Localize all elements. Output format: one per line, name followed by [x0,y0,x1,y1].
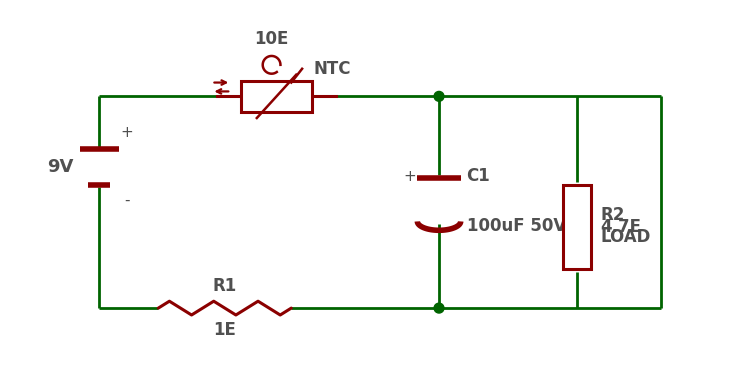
Text: +: + [121,125,134,140]
Text: +: + [403,169,416,184]
Text: LOAD: LOAD [601,228,651,246]
Text: 9V: 9V [46,158,73,176]
Text: -: - [124,193,130,208]
Circle shape [434,303,444,313]
Text: 1E: 1E [213,321,236,339]
Bar [563,185,591,269]
Text: R2: R2 [601,206,625,224]
Text: 4.7E: 4.7E [601,218,641,236]
Text: NTC: NTC [314,60,352,78]
Text: C1: C1 [466,167,490,185]
Text: 10E: 10E [254,30,289,48]
Text: 100uF 50V: 100uF 50V [466,217,566,236]
Circle shape [434,91,444,101]
Text: R1: R1 [213,277,237,296]
Bar [241,81,312,112]
